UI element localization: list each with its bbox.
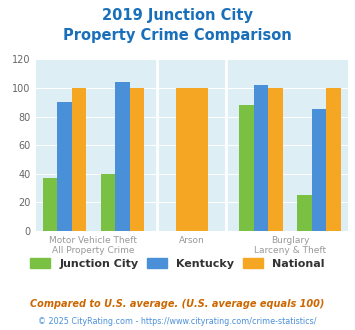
Text: Motor Vehicle Theft: Motor Vehicle Theft	[49, 236, 137, 245]
Text: All Property Crime: All Property Crime	[52, 246, 135, 255]
Text: 2019 Junction City: 2019 Junction City	[102, 8, 253, 23]
Text: Compared to U.S. average. (U.S. average equals 100): Compared to U.S. average. (U.S. average …	[30, 299, 325, 309]
Text: Arson: Arson	[179, 236, 204, 245]
Bar	[72, 88, 86, 231]
Bar	[43, 178, 57, 231]
Text: © 2025 CityRating.com - https://www.cityrating.com/crime-statistics/: © 2025 CityRating.com - https://www.city…	[38, 317, 317, 326]
Bar	[326, 88, 341, 231]
Bar	[176, 88, 208, 231]
Bar	[100, 174, 115, 231]
Bar	[130, 88, 144, 231]
Bar	[254, 85, 268, 231]
Text: Property Crime Comparison: Property Crime Comparison	[63, 28, 292, 43]
Bar	[115, 82, 130, 231]
Bar	[239, 105, 254, 231]
Legend: Junction City, Kentucky, National: Junction City, Kentucky, National	[26, 254, 329, 273]
Text: Burglary: Burglary	[271, 236, 309, 245]
Bar	[57, 102, 72, 231]
Text: Larceny & Theft: Larceny & Theft	[254, 246, 326, 255]
Bar	[297, 195, 312, 231]
Bar	[268, 88, 283, 231]
Bar	[312, 110, 326, 231]
